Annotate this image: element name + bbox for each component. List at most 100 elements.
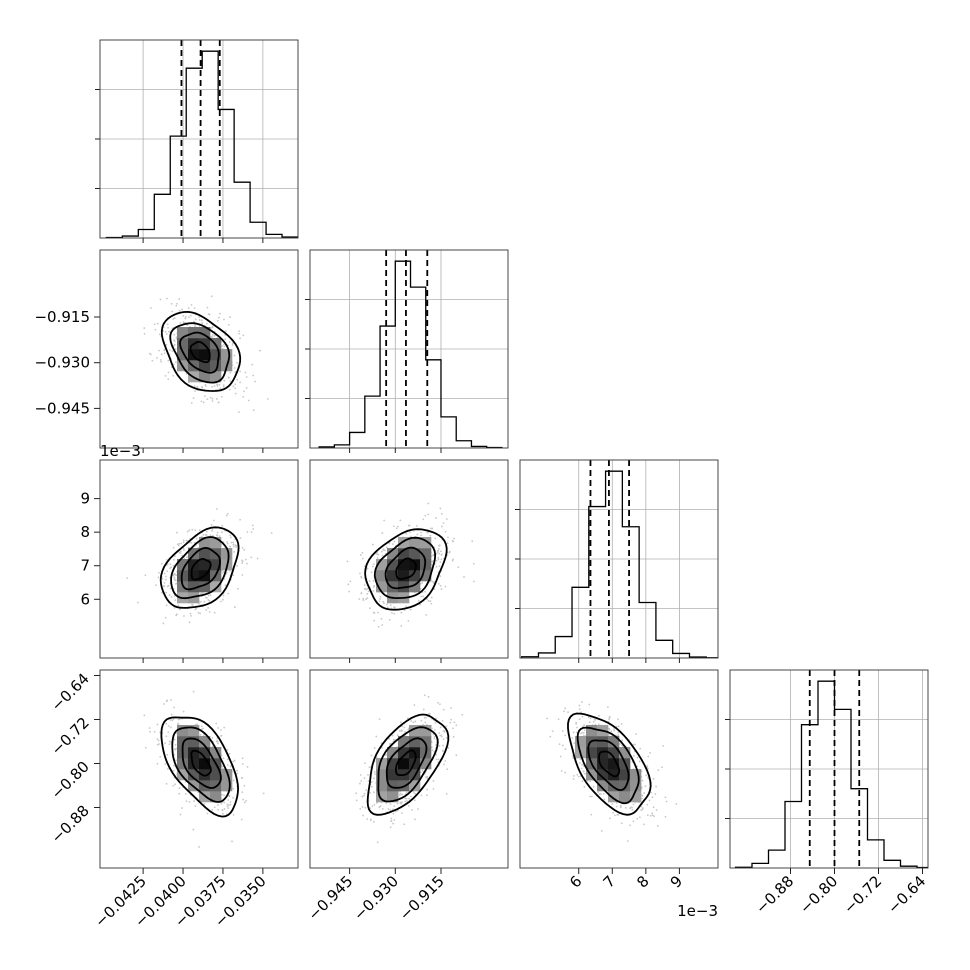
- sample-point: [376, 557, 379, 559]
- sample-point: [578, 762, 581, 764]
- sample-point: [403, 609, 406, 612]
- density-cell: [597, 758, 609, 770]
- density-cell: [409, 537, 421, 549]
- sample-point: [379, 598, 381, 600]
- sample-point: [169, 587, 172, 590]
- sample-point: [447, 536, 449, 539]
- sample-point: [648, 799, 651, 802]
- contour-line: [169, 322, 231, 384]
- sample-point: [445, 736, 448, 739]
- sample-point: [156, 723, 159, 726]
- sample-point: [215, 722, 218, 725]
- sample-point: [654, 793, 657, 795]
- sample-point: [243, 784, 246, 787]
- sample-point: [643, 792, 646, 794]
- density-cell: [597, 780, 609, 792]
- sample-point: [437, 547, 440, 550]
- sample-point: [173, 343, 176, 346]
- sample-point: [381, 624, 384, 626]
- sample-point: [372, 565, 374, 568]
- sample-point: [575, 731, 578, 734]
- density-cell: [221, 769, 233, 781]
- panel-2d-content: [143, 690, 265, 848]
- sample-point: [216, 531, 219, 534]
- sample-point: [399, 721, 402, 724]
- x-tick-label: −0.945: [304, 872, 356, 924]
- sample-point: [219, 387, 222, 390]
- density-cell: [210, 349, 222, 361]
- sample-point: [158, 333, 161, 336]
- sample-point: [205, 534, 208, 536]
- sample-point: [426, 788, 429, 791]
- sample-point: [256, 557, 259, 560]
- sample-point: [564, 748, 567, 751]
- sample-point: [385, 753, 388, 756]
- sample-point: [217, 742, 219, 745]
- density-cell: [188, 758, 200, 770]
- sample-point: [381, 808, 384, 810]
- sample-point: [367, 780, 370, 782]
- sample-point: [385, 802, 388, 804]
- sample-point: [228, 388, 231, 391]
- sample-point: [396, 802, 399, 805]
- sample-point: [438, 582, 440, 585]
- contour-line: [170, 536, 230, 600]
- panel-2d-content: [355, 694, 464, 844]
- sample-point: [217, 727, 220, 729]
- sample-point: [615, 725, 618, 728]
- contour-line: [364, 528, 448, 611]
- sample-point: [404, 800, 407, 803]
- sample-point: [212, 519, 215, 522]
- sample-point: [380, 617, 383, 620]
- sample-point: [222, 812, 224, 815]
- sample-point: [239, 337, 241, 340]
- sample-point: [228, 752, 231, 755]
- sample-point: [226, 749, 229, 751]
- sample-point: [664, 815, 667, 818]
- sample-point: [176, 302, 178, 305]
- sample-point: [202, 533, 205, 536]
- sample-point: [174, 348, 177, 350]
- sample-point: [204, 534, 207, 536]
- sample-point: [649, 814, 652, 817]
- sample-point: [442, 744, 444, 747]
- density-cell: [210, 360, 222, 372]
- sample-point: [358, 598, 361, 600]
- sample-point: [229, 536, 232, 539]
- sample-point: [613, 814, 616, 817]
- sample-point: [361, 557, 364, 560]
- sample-point: [232, 813, 235, 816]
- panel-2d-content: [126, 508, 273, 625]
- sample-point: [234, 383, 237, 386]
- sample-point: [175, 336, 178, 339]
- contour-line: [567, 712, 652, 816]
- sample-point: [432, 553, 434, 556]
- sample-point: [163, 352, 166, 355]
- sample-point: [195, 607, 198, 610]
- sample-point: [162, 622, 165, 625]
- sample-point: [230, 541, 233, 544]
- sample-point: [431, 563, 433, 566]
- sample-point: [199, 733, 202, 736]
- sample-point: [446, 542, 449, 545]
- sample-point: [400, 625, 403, 627]
- sample-point: [603, 798, 606, 801]
- density-cell: [387, 791, 399, 803]
- sample-point: [439, 561, 442, 563]
- sample-point: [194, 318, 197, 321]
- sample-point: [445, 518, 448, 520]
- sample-point: [652, 777, 655, 780]
- sample-point: [168, 740, 171, 743]
- sample-point: [393, 818, 396, 821]
- sample-point: [644, 785, 647, 788]
- sample-point: [245, 558, 247, 561]
- sample-point: [172, 318, 175, 320]
- sample-point: [200, 400, 203, 403]
- sample-point: [173, 333, 176, 336]
- sample-point: [368, 580, 371, 582]
- sample-point: [194, 390, 196, 392]
- sample-point: [172, 769, 175, 772]
- density-cell: [210, 780, 222, 792]
- sample-point: [232, 787, 235, 790]
- sample-point: [163, 349, 166, 352]
